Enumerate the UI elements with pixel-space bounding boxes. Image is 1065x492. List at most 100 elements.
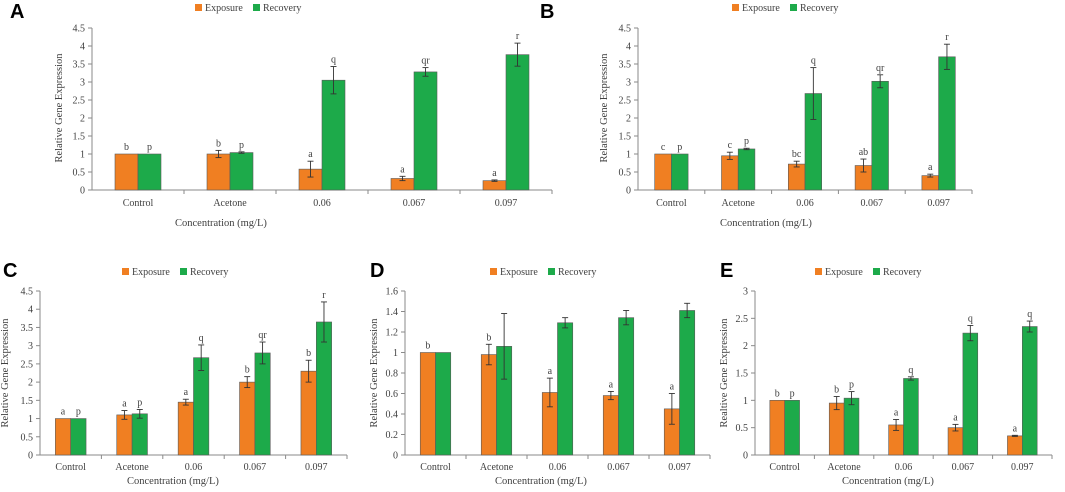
x-category-label: Acetone <box>827 462 861 473</box>
x-category-label: Control <box>55 462 86 473</box>
panel-c: C Exposure Recovery 0 0.5 1 1.5 2 2.5 3 3.5 4 4.5 Rel… <box>0 260 348 487</box>
significance-label: c <box>661 142 666 153</box>
x-category-label: 0.067 <box>244 462 267 473</box>
significance-label: a <box>670 382 675 393</box>
significance-label: a <box>492 168 497 179</box>
legend: Exposure Recovery <box>122 267 228 278</box>
y-tick-label: 1.5 <box>73 132 86 143</box>
x-category-label: 0.067 <box>952 462 975 473</box>
legend-label-exposure: Exposure <box>825 267 863 278</box>
x-category-label: Control <box>769 462 800 473</box>
y-tick-label: 0.5 <box>21 432 34 443</box>
recovery-bar <box>557 322 574 456</box>
x-category-label: 0.097 <box>668 462 691 473</box>
x-category-label: 0.06 <box>549 462 567 473</box>
y-tick-label: 2.5 <box>736 314 749 325</box>
significance-label: p <box>147 142 152 153</box>
x-category-label: 0.067 <box>403 198 426 209</box>
legend-label-exposure: Exposure <box>205 3 243 14</box>
significance-label: a <box>953 412 958 423</box>
significance-label: p <box>677 142 682 153</box>
significance-label: p <box>137 397 142 408</box>
y-axis-title: Relative Gene Expression <box>0 318 11 428</box>
significance-label: b <box>775 388 780 399</box>
exposure-bar <box>947 427 964 456</box>
recovery-bar <box>962 332 979 456</box>
recovery-bar <box>737 148 756 191</box>
panel-letter: E <box>720 260 733 282</box>
y-tick-label: 4.5 <box>21 287 34 298</box>
legend-swatch-exposure <box>490 268 497 275</box>
significance-label: b <box>486 332 491 343</box>
exposure-bar <box>300 370 317 456</box>
significance-label: qr <box>258 330 267 341</box>
recovery-bar <box>871 80 889 191</box>
y-axis-title: Relative Gene Expression <box>54 53 65 163</box>
y-tick-label: 4 <box>80 42 85 53</box>
significance-label: p <box>76 407 81 418</box>
x-category-label: 0.067 <box>861 198 884 209</box>
significance-label: p <box>790 388 795 399</box>
x-category-label: 0.06 <box>313 198 331 209</box>
y-tick-label: 1.4 <box>386 307 399 318</box>
y-tick-label: 4 <box>28 305 33 316</box>
legend-label-exposure: Exposure <box>742 3 780 14</box>
panel-a: A Exposure Recovery 0 0.5 1 1.5 2 2.5 3 3.5 4 4.5 Rel… <box>10 1 553 229</box>
exposure-bar <box>787 163 806 191</box>
significance-label: a <box>548 366 553 377</box>
significance-label: a <box>400 164 405 175</box>
significance-label: a <box>928 162 933 173</box>
recovery-bar <box>254 352 271 456</box>
exposure-bar <box>721 155 739 191</box>
recovery-bar <box>784 400 800 456</box>
x-category-label: 0.097 <box>1011 462 1034 473</box>
x-category-label: 0.06 <box>895 462 913 473</box>
exposure-bar <box>602 395 619 456</box>
legend: Exposure Recovery <box>732 3 838 14</box>
significance-label: p <box>239 140 244 151</box>
significance-label: a <box>122 399 127 410</box>
legend: Exposure Recovery <box>815 267 921 278</box>
x-category-label: Acetone <box>115 462 149 473</box>
recovery-bar <box>938 56 956 191</box>
exposure-bar <box>482 180 507 191</box>
legend-label-recovery: Recovery <box>190 267 228 278</box>
recovery-bar <box>903 378 919 456</box>
legend-swatch-recovery <box>548 268 555 275</box>
x-category-label: 0.067 <box>607 462 630 473</box>
legend-swatch-recovery <box>180 268 187 275</box>
legend-swatch-exposure <box>815 268 822 275</box>
exposure-bar <box>419 352 436 456</box>
significance-label: ab <box>859 147 868 158</box>
significance-label: a <box>894 407 899 418</box>
panel-letter: D <box>370 260 384 282</box>
legend-swatch-exposure <box>195 4 202 11</box>
significance-label: r <box>516 31 520 42</box>
significance-label: a <box>308 149 313 160</box>
x-axis-title: Concentration (mg/L) <box>127 476 219 487</box>
y-tick-label: 2.5 <box>21 359 34 370</box>
significance-label: r <box>945 32 949 43</box>
recovery-bar <box>505 54 530 191</box>
recovery-bar <box>1021 326 1038 456</box>
significance-label: b <box>245 365 250 376</box>
panel-letter: A <box>10 1 24 23</box>
y-tick-label: 1.2 <box>386 328 399 339</box>
x-category-label: Acetone <box>722 198 756 209</box>
significance-label: a <box>1013 423 1018 434</box>
y-tick-label: 0.4 <box>386 410 399 421</box>
x-axis-title: Concentration (mg/L) <box>842 476 934 487</box>
y-tick-label: 2 <box>28 378 33 389</box>
recovery-bar <box>435 352 452 456</box>
exposure-bar <box>116 414 133 456</box>
y-tick-label: 1 <box>393 348 398 359</box>
exposure-bar <box>206 153 231 191</box>
exposure-bar <box>1007 435 1023 456</box>
legend-swatch-exposure <box>122 268 129 275</box>
exposure-bar <box>114 153 139 191</box>
y-tick-label: 0.5 <box>73 168 86 179</box>
exposure-bar <box>55 418 71 456</box>
y-tick-label: 3.5 <box>21 323 34 334</box>
x-axis-title: Concentration (mg/L) <box>720 218 812 229</box>
